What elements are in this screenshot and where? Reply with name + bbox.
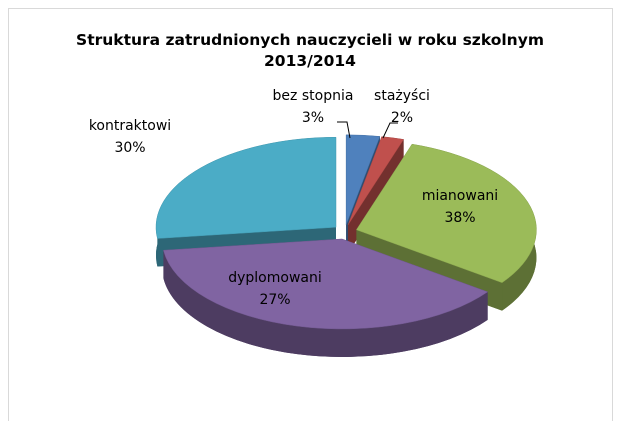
data-label-name: stażyści xyxy=(374,88,430,104)
chart-title: Struktura zatrudnionych nauczycieli w ro… xyxy=(76,31,544,70)
slice-top xyxy=(345,134,381,225)
data-label-name: bez stopnia xyxy=(273,88,354,104)
slice-top xyxy=(155,136,337,239)
leader-line xyxy=(337,121,351,139)
data-label-value: 2% xyxy=(391,110,413,126)
data-label-name: kontraktowi xyxy=(89,118,171,134)
data-label-value: 27% xyxy=(259,292,290,308)
data-label-value: 3% xyxy=(302,110,324,126)
data-label-value: 30% xyxy=(114,140,145,156)
slice xyxy=(163,238,489,357)
data-label-name: mianowani xyxy=(422,188,498,204)
slice-top xyxy=(347,136,405,226)
slice-side xyxy=(163,250,488,357)
slice-top xyxy=(163,238,489,330)
leader-line xyxy=(382,122,398,139)
data-label-name: dyplomowani xyxy=(228,270,322,286)
data-label-value: 38% xyxy=(444,210,475,226)
slice-top xyxy=(356,143,537,283)
